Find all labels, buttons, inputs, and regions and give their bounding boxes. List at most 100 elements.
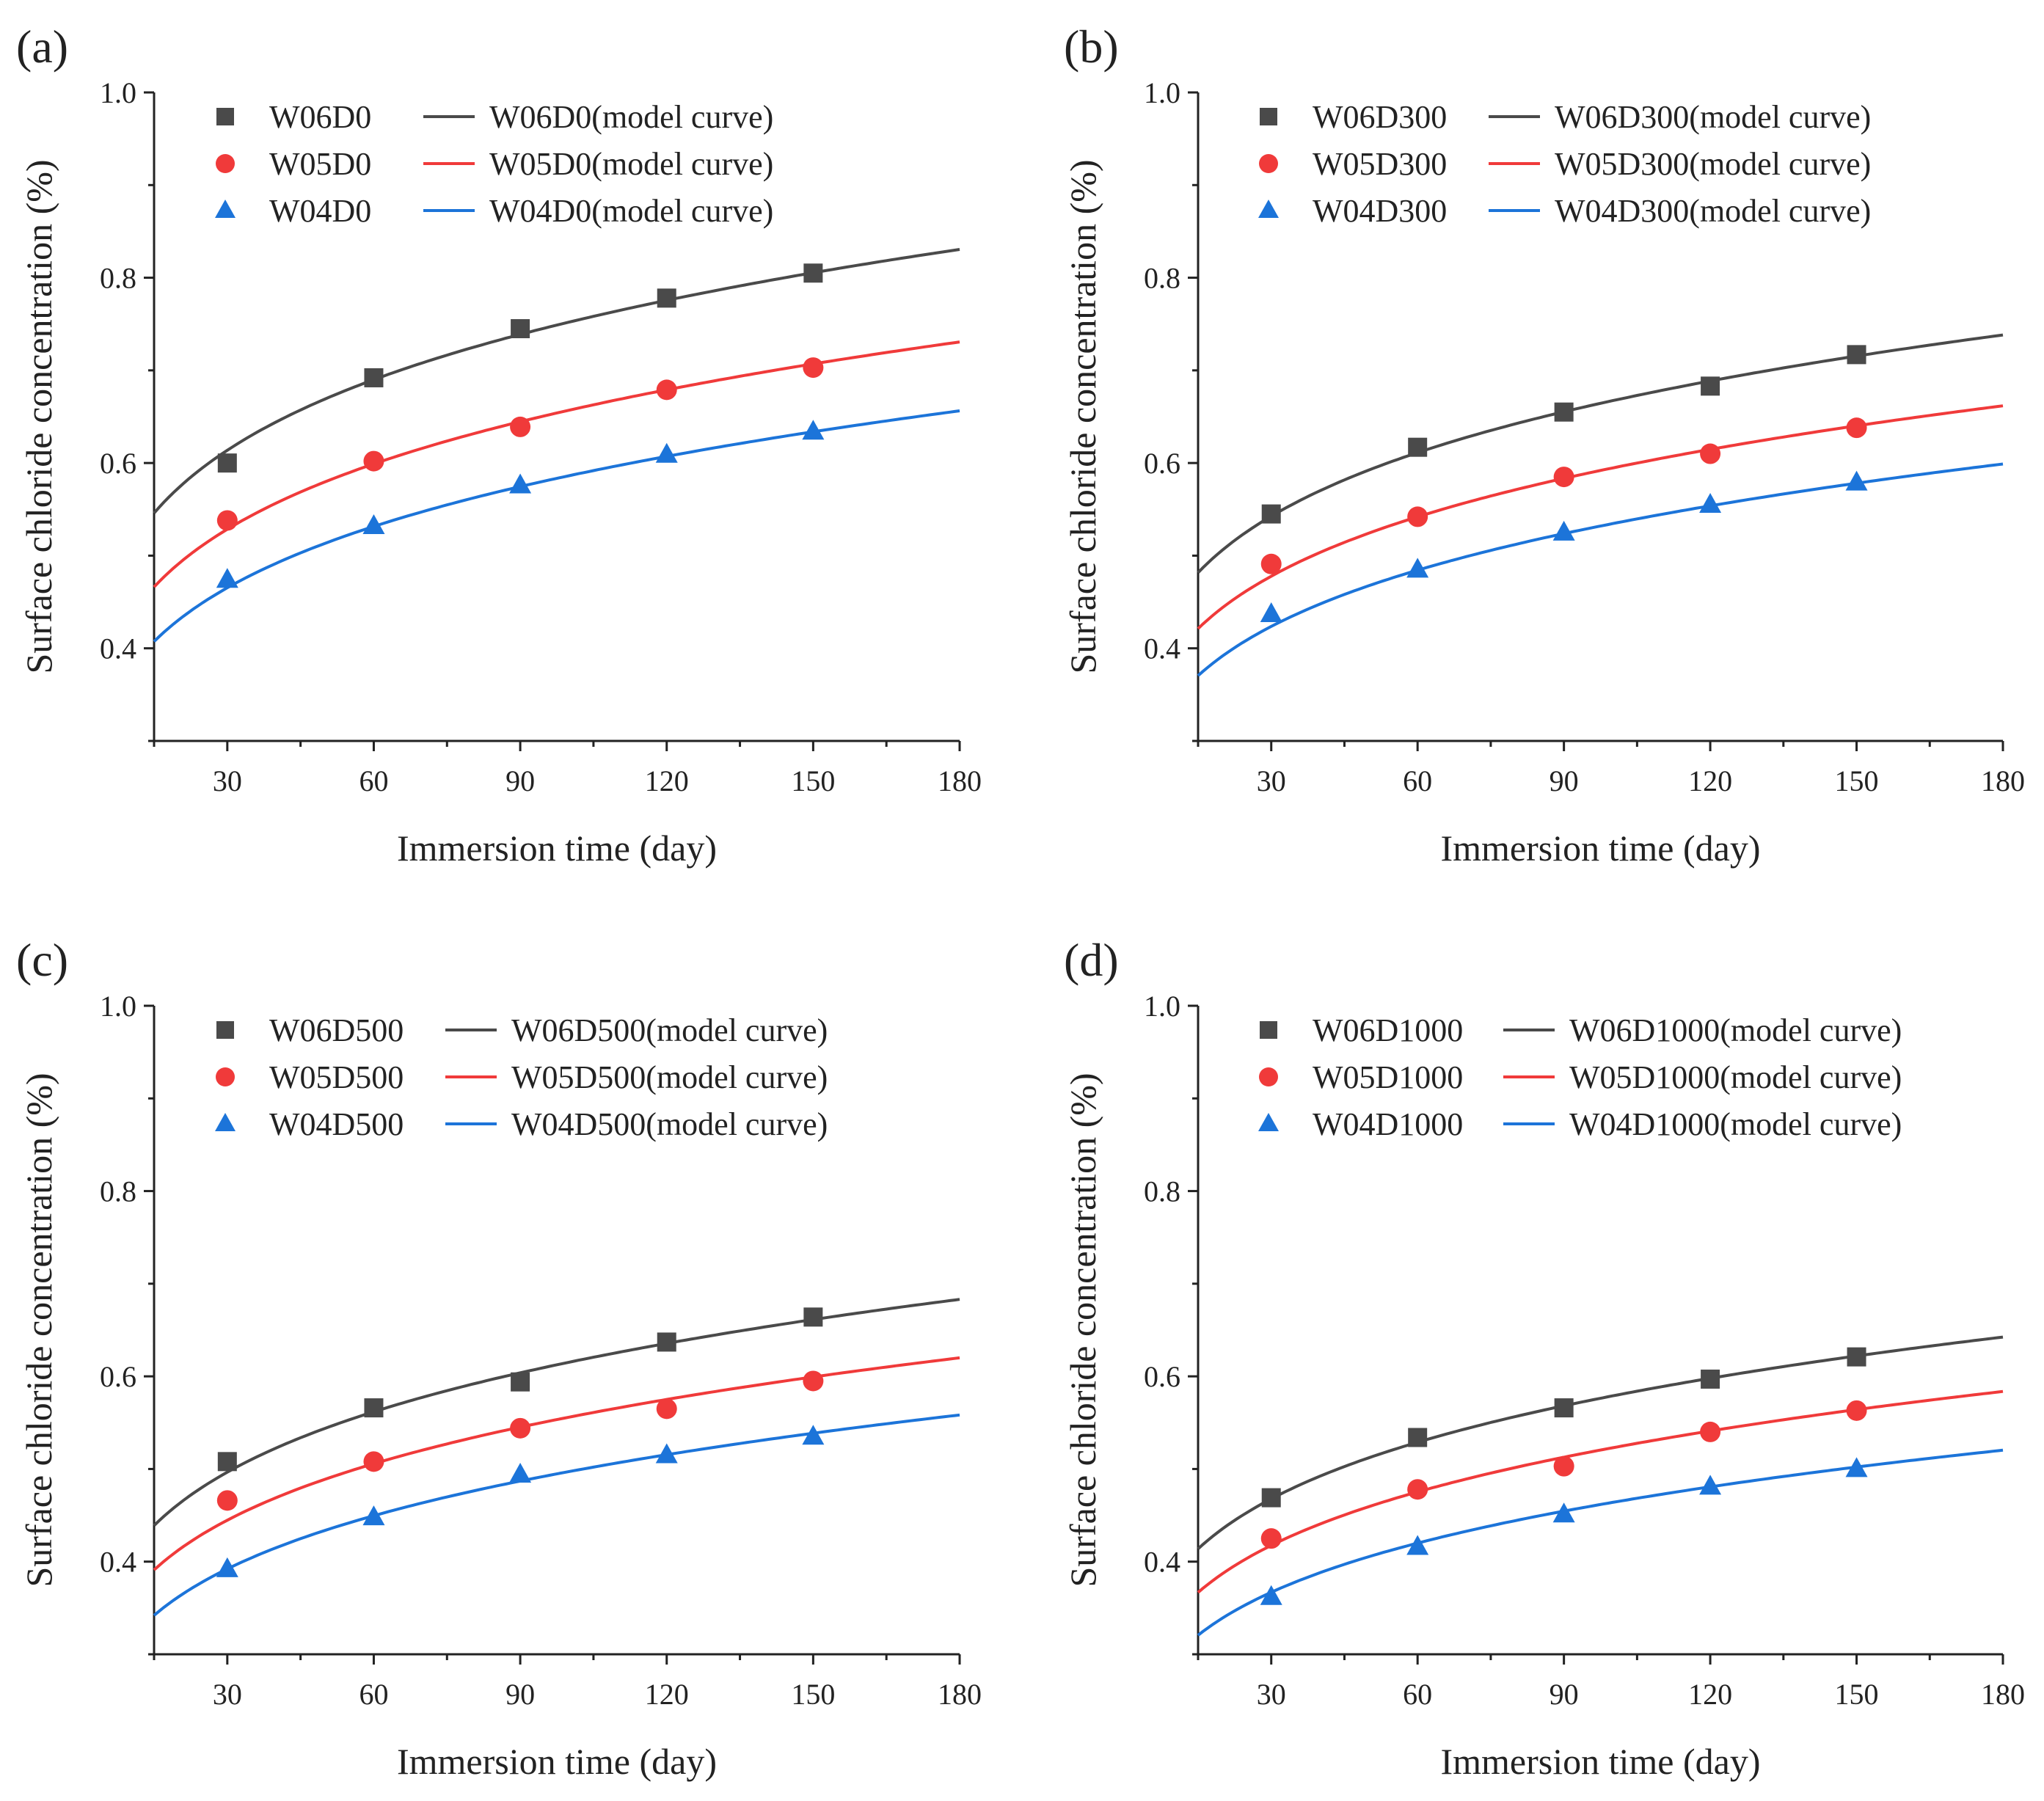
data-point-w04d0 — [655, 442, 678, 463]
legend-curve-label-w04d0: W04D0(model curve) — [489, 193, 773, 229]
legend-marker-w04d0 — [215, 200, 236, 218]
x-tick-label: 60 — [1403, 764, 1432, 797]
y-tick-label: 0.6 — [100, 1360, 136, 1393]
legend-label-w05d1000: W05D1000 — [1313, 1059, 1463, 1095]
x-tick-label: 60 — [1403, 1678, 1432, 1711]
data-point-w05d1000 — [1846, 1400, 1867, 1421]
data-point-w06d300 — [1261, 504, 1281, 524]
data-point-w04d1000 — [1552, 1502, 1575, 1523]
y-tick-label: 1.0 — [100, 990, 136, 1023]
panel-label: (a) — [16, 21, 68, 73]
x-tick-label: 90 — [1550, 1678, 1579, 1711]
model-curve-w05d300 — [1197, 404, 2004, 630]
y-tick-label: 0.6 — [1144, 447, 1180, 480]
legend-label-w04d500: W04D500 — [269, 1106, 404, 1142]
data-point-w05d0 — [363, 450, 384, 472]
y-tick-label: 1.0 — [1144, 76, 1180, 109]
x-tick-label: 90 — [505, 1678, 535, 1711]
legend-label-w04d1000: W04D1000 — [1313, 1106, 1463, 1142]
data-point-w05d500 — [216, 1490, 238, 1511]
data-point-w05d0 — [216, 510, 238, 531]
legend-label-w04d0: W04D0 — [269, 193, 371, 229]
x-axis-title: Immersion time (day) — [397, 828, 717, 869]
data-point-w06d1000 — [1408, 1428, 1428, 1447]
x-tick-label: 150 — [791, 1678, 835, 1711]
legend-marker-w04d1000 — [1258, 1113, 1279, 1131]
data-point-w04d0 — [362, 514, 385, 535]
x-tick-label: 90 — [1550, 764, 1579, 797]
legend-curve-label-w06d0: W06D0(model curve) — [489, 99, 773, 135]
legend-marker-w06d500 — [216, 1021, 234, 1039]
data-point-w04d0 — [509, 473, 532, 494]
model-curve-w05d1000 — [1197, 1389, 2004, 1594]
model-curve-w04d0 — [153, 409, 960, 643]
y-tick-label: 0.8 — [100, 1175, 136, 1208]
data-point-w04d0 — [216, 568, 238, 588]
data-point-w06d300 — [1847, 345, 1866, 365]
data-point-w04d1000 — [1699, 1475, 1722, 1495]
data-point-w05d1000 — [1407, 1479, 1428, 1500]
x-tick-label: 30 — [1257, 1678, 1286, 1711]
legend-label-w05d0: W05D0 — [269, 146, 371, 182]
legend-curve-label-w06d500: W06D500(model curve) — [511, 1012, 828, 1048]
y-axis-title: Surface chloride concentration (%) — [18, 159, 59, 673]
legend-curve-label-w05d500: W05D500(model curve) — [511, 1059, 828, 1095]
x-tick-label: 120 — [645, 1678, 689, 1711]
y-tick-label: 0.4 — [100, 632, 136, 665]
data-point-w05d500 — [656, 1398, 677, 1420]
x-tick-label: 120 — [1688, 1678, 1732, 1711]
y-tick-label: 0.4 — [1144, 1546, 1180, 1579]
y-tick-label: 0.8 — [100, 262, 136, 295]
legend-curve-label-w04d500: W04D500(model curve) — [511, 1106, 828, 1142]
legend-marker-w06d0 — [216, 108, 234, 125]
data-point-w05d1000 — [1553, 1455, 1574, 1477]
panel-label: (b) — [1064, 21, 1119, 73]
panel-label: (c) — [16, 934, 68, 986]
x-axis-title: Immersion time (day) — [1441, 1741, 1761, 1782]
data-point-w04d1000 — [1260, 1585, 1282, 1605]
x-tick-label: 180 — [1981, 764, 2025, 797]
data-point-w05d300 — [1553, 467, 1574, 488]
x-tick-label: 30 — [213, 764, 242, 797]
data-point-w06d300 — [1554, 402, 1574, 422]
legend-marker-w04d500 — [215, 1113, 236, 1131]
data-point-w06d300 — [1408, 437, 1428, 457]
legend-marker-w05d0 — [216, 154, 235, 173]
x-tick-label: 150 — [1835, 764, 1879, 797]
data-point-w05d300 — [1700, 443, 1721, 464]
chart-panel-c: (c) 30 60 90 120 150 180 0.4 0.6 0.8 1.0 Immersion … — [16, 934, 982, 1782]
data-point-w06d1000 — [1554, 1398, 1574, 1418]
model-curve-w06d0 — [153, 248, 960, 514]
data-point-w06d0 — [803, 263, 823, 283]
y-tick-label: 0.6 — [1144, 1360, 1180, 1393]
data-point-w06d500 — [657, 1332, 676, 1352]
data-point-w05d1000 — [1260, 1528, 1282, 1549]
data-point-w05d0 — [510, 416, 531, 437]
data-point-w05d300 — [1846, 417, 1867, 439]
data-point-w05d500 — [510, 1417, 531, 1439]
model-curve-w06d500 — [153, 1298, 960, 1527]
y-axis-title: Surface chloride concentration (%) — [1062, 159, 1103, 673]
x-tick-label: 150 — [1835, 1678, 1879, 1711]
model-curve-w04d300 — [1197, 462, 2004, 677]
y-tick-label: 0.8 — [1144, 1175, 1180, 1208]
x-axis-title: Immersion time (day) — [1441, 828, 1761, 869]
model-curve-w06d300 — [1197, 333, 2004, 574]
y-axis-title: Surface chloride concentration (%) — [18, 1073, 59, 1587]
panel-label: (d) — [1064, 934, 1119, 986]
data-point-w06d1000 — [1847, 1347, 1866, 1367]
chart-panel-a: (a) 30 60 90 120 150 180 0.4 0.6 0.8 1.0 Immersion … — [16, 21, 982, 869]
data-point-w06d500 — [364, 1398, 384, 1418]
data-point-w04d300 — [1552, 520, 1575, 541]
legend-curve-label-w05d0: W05D0(model curve) — [489, 146, 773, 182]
model-curve-w04d500 — [153, 1413, 960, 1617]
x-tick-label: 30 — [213, 1678, 242, 1711]
model-curve-w05d500 — [153, 1356, 960, 1571]
legend-curve-label-w04d1000: W04D1000(model curve) — [1569, 1106, 1902, 1142]
legend-curve-label-w05d1000: W05D1000(model curve) — [1569, 1059, 1902, 1095]
legend-marker-w06d1000 — [1260, 1021, 1277, 1039]
data-point-w05d0 — [656, 379, 677, 401]
y-tick-label: 0.8 — [1144, 262, 1180, 295]
data-point-w04d500 — [509, 1463, 532, 1483]
